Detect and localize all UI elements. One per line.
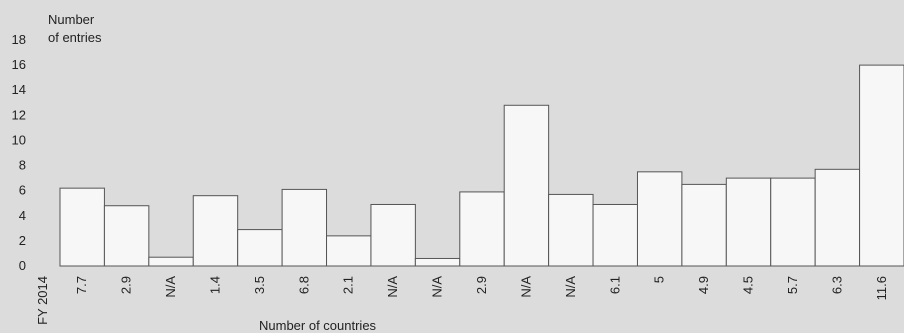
y-tick-label: 2	[19, 233, 26, 248]
x-tick-label: 3.5	[252, 276, 267, 294]
bar	[859, 64, 904, 267]
bar	[281, 188, 328, 267]
bar	[370, 203, 416, 267]
y-tick-label: 6	[19, 183, 26, 198]
y-tick-label: 12	[12, 107, 26, 122]
bar	[103, 205, 150, 267]
x-tick-label: 6.3	[829, 276, 844, 294]
bar	[459, 191, 505, 267]
x-tick-label: 7.7	[74, 276, 89, 294]
bar	[59, 187, 105, 267]
y-tick-label: 8	[19, 158, 26, 173]
bar	[681, 183, 727, 267]
y-axis-title: Number of entries	[48, 11, 101, 47]
bar	[414, 257, 461, 267]
x-tick-label: 4.9	[696, 276, 711, 294]
x-tick-label: 2.9	[119, 276, 134, 294]
x-tick-label: N/A	[563, 276, 578, 298]
bar	[636, 171, 683, 267]
x-tick-label: 2.9	[474, 276, 489, 294]
bar	[148, 256, 194, 267]
bar	[192, 195, 239, 267]
x-tick-label: 6.1	[607, 276, 622, 294]
x-axis-title: Number of countries	[259, 318, 377, 333]
y-tick-label: 10	[12, 132, 26, 147]
bar	[725, 177, 772, 267]
x-tick-label: N/A	[385, 276, 400, 298]
bar	[548, 193, 594, 267]
x-tick-label: N/A	[163, 276, 178, 298]
bar	[237, 229, 283, 267]
x-tick-label: 1.4	[207, 276, 222, 294]
bar	[326, 235, 372, 267]
y-tick-label: 14	[12, 82, 26, 97]
x-first-label: FY 2014	[35, 276, 50, 325]
y-tick-label: 18	[12, 32, 26, 47]
x-tick-label: 5.7	[785, 276, 800, 294]
y-tick-label: 0	[19, 258, 26, 273]
x-tick-label: N/A	[430, 276, 445, 298]
x-tick-label: N/A	[518, 276, 533, 298]
y-axis-title-line1: Number	[48, 12, 95, 27]
x-tick-label: 11.6	[874, 276, 889, 300]
bar	[770, 177, 816, 267]
x-tick-label: 2.1	[341, 276, 356, 294]
x-tick-label: 6.8	[296, 276, 311, 294]
bar	[592, 203, 638, 267]
x-tick-label: 4.5	[741, 276, 756, 294]
bar	[814, 168, 861, 267]
bar	[503, 104, 550, 267]
y-axis-title-line2: of entries	[48, 30, 102, 45]
y-tick-label: 16	[12, 57, 26, 72]
x-tick-label: 5	[652, 276, 667, 283]
y-tick-label: 4	[19, 208, 26, 223]
